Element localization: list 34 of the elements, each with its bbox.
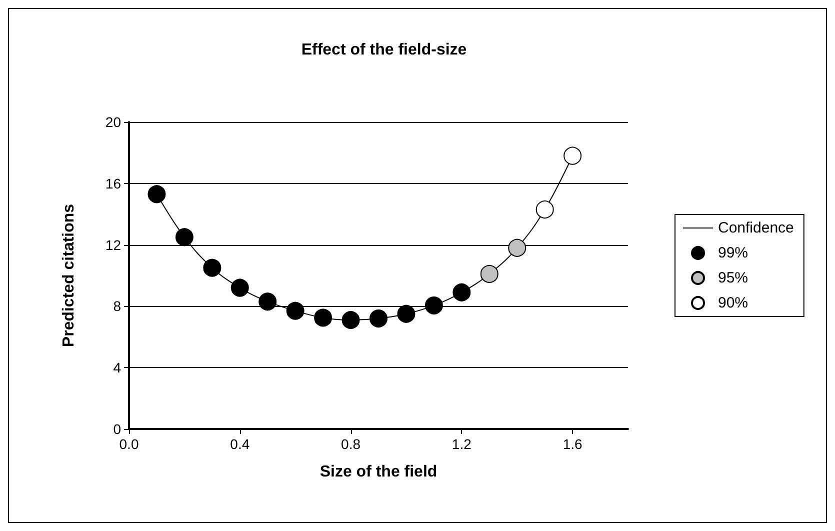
y-tick-label: 20 — [105, 114, 122, 130]
legend-label: Confidence — [718, 220, 794, 236]
y-tick-label: 16 — [105, 175, 122, 192]
point — [452, 283, 471, 302]
y-tick-label: 0 — [113, 421, 122, 437]
legend-label: 90% — [718, 294, 748, 312]
point — [342, 311, 360, 330]
point — [230, 278, 249, 297]
x-tick-label: 0.8 — [341, 436, 361, 452]
point — [508, 238, 526, 257]
point — [286, 302, 304, 320]
y-tick-label: 12 — [105, 236, 122, 253]
x-tick-label: 1.2 — [452, 436, 472, 452]
point — [397, 304, 416, 323]
point — [175, 228, 194, 246]
x-tick-label: 1.6 — [562, 436, 582, 452]
y-tick-label: 4 — [113, 360, 122, 376]
point — [203, 258, 222, 277]
point — [258, 292, 277, 311]
legend-label: 95% — [718, 270, 748, 286]
y-tick-label: 8 — [113, 298, 122, 314]
point — [148, 185, 166, 204]
y-axis-title: Predicted citations — [60, 204, 78, 348]
x-tick-label: 0.0 — [119, 436, 139, 452]
point — [564, 146, 582, 165]
point — [480, 264, 498, 283]
point — [424, 296, 443, 314]
chart-title: Effect of the field-size — [301, 42, 467, 58]
x-tick-label: 0.4 — [230, 436, 250, 452]
point — [370, 309, 388, 328]
legend-label: 99% — [718, 244, 748, 262]
point — [314, 308, 332, 327]
x-axis-title: Size of the field — [320, 464, 438, 480]
point — [536, 200, 554, 218]
